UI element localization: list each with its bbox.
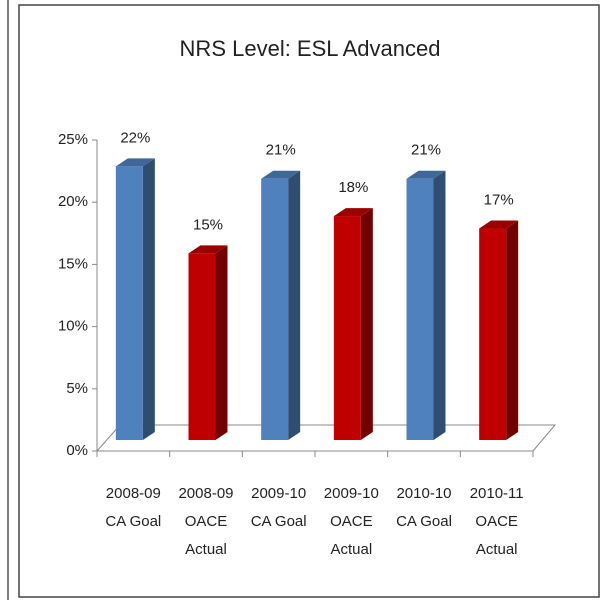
bar-top	[406, 170, 446, 179]
bar-side	[506, 220, 519, 440]
x-tick-label: CA Goal	[251, 513, 307, 530]
x-tick-label: 2009-10	[251, 485, 306, 502]
bar	[115, 166, 143, 440]
bar-side	[360, 208, 373, 440]
bar	[333, 216, 361, 440]
x-tick-label: 2009-10	[324, 485, 379, 502]
data-label: 21%	[266, 142, 296, 159]
data-label: 22%	[120, 129, 150, 146]
x-tick-label: Actual	[330, 541, 372, 558]
bar-top	[333, 208, 373, 217]
data-label: 17%	[484, 191, 514, 208]
x-tick-label: Actual	[476, 541, 518, 558]
bar-side	[215, 245, 228, 440]
x-tick-label: OACE	[475, 513, 518, 530]
y-tick-label: 25%	[58, 131, 88, 148]
bar-side	[142, 158, 155, 440]
x-tick-label: 2008-09	[178, 485, 233, 502]
x-tick-label: OACE	[330, 513, 373, 530]
data-label: 15%	[193, 216, 223, 233]
data-label: 18%	[338, 179, 368, 196]
x-tick-label: 2010-11	[470, 485, 524, 502]
data-label: 21%	[411, 142, 441, 159]
y-tick-label: 5%	[66, 380, 88, 397]
x-tick-label: 2008-09	[106, 485, 161, 502]
bar-top	[188, 245, 228, 254]
bar	[406, 178, 434, 440]
x-tick-label: CA Goal	[396, 513, 452, 530]
y-tick-label: 10%	[58, 318, 88, 335]
y-tick-label: 0%	[66, 442, 88, 459]
chart-title: NRS Level: ESL Advanced	[180, 36, 441, 61]
bar-top	[115, 158, 155, 167]
bar	[188, 253, 216, 440]
bar-top	[479, 220, 519, 229]
x-tick-label: 2010-10	[396, 485, 451, 502]
x-tick-label: CA Goal	[105, 513, 161, 530]
y-tick-label: 15%	[58, 255, 88, 272]
bar-side	[433, 170, 446, 440]
bar-top	[261, 170, 301, 179]
y-tick-label: 20%	[58, 193, 88, 210]
bar	[261, 178, 289, 440]
x-tick-label: Actual	[185, 541, 227, 558]
bar-side	[288, 170, 301, 440]
bar	[479, 228, 507, 440]
x-tick-label: OACE	[185, 513, 228, 530]
